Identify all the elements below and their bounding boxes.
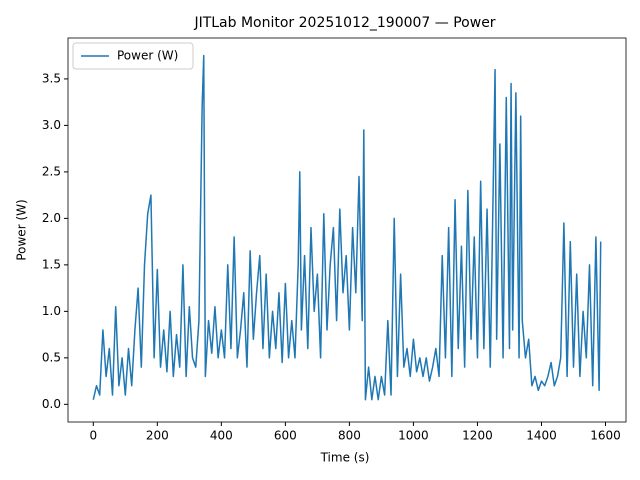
y-tick-label: 1.0 — [42, 304, 61, 318]
y-tick-label: 2.0 — [42, 211, 61, 225]
y-tick-label: 3.5 — [42, 71, 61, 85]
series-line — [92, 54, 602, 401]
y-axis-label: Power (W) — [15, 199, 29, 260]
y-tick-label: 2.5 — [42, 164, 61, 178]
x-tick-label: 200 — [146, 429, 169, 443]
x-tick-label: 1400 — [526, 429, 557, 443]
x-tick-label: 400 — [210, 429, 233, 443]
y-tick-label: 0.0 — [42, 397, 61, 411]
x-tick-label: 1600 — [590, 429, 621, 443]
x-tick-label: 800 — [338, 429, 361, 443]
x-axis-label: Time (s) — [320, 451, 370, 465]
plot-frame — [67, 37, 627, 423]
y-tick-label: 0.5 — [42, 350, 61, 364]
legend-label: Power (W) — [117, 49, 178, 63]
legend-box — [72, 42, 194, 70]
x-tick-label: 0 — [89, 429, 97, 443]
x-tick-label: 600 — [274, 429, 297, 443]
x-tick-label: 1000 — [398, 429, 429, 443]
y-tick-label: 3.0 — [42, 118, 61, 132]
chart-title: JITLab Monitor 20251012_190007 — Power — [193, 15, 495, 31]
y-tick-label: 1.5 — [42, 257, 61, 271]
x-tick-label: 1200 — [462, 429, 493, 443]
